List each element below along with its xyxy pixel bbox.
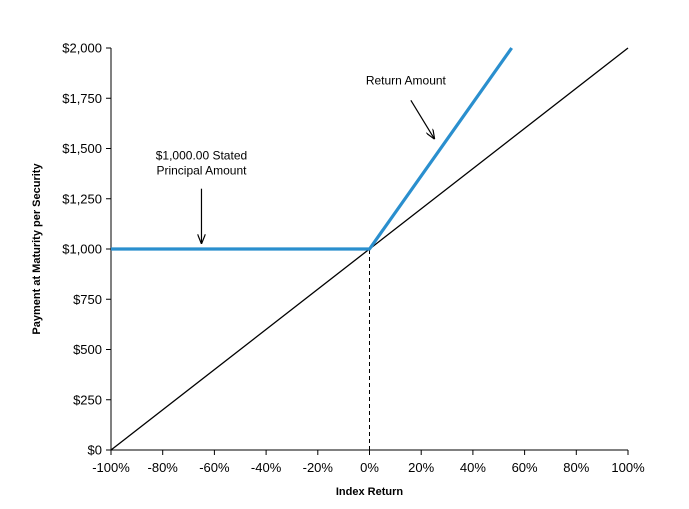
y-tick-label: $250 <box>73 392 102 407</box>
y-tick-label: $2,000 <box>62 41 102 56</box>
y-tick-label: $1,500 <box>62 141 102 156</box>
x-tick-label: -20% <box>303 460 334 475</box>
payment-series-line <box>111 47 513 251</box>
series-layer <box>110 47 629 451</box>
y-axis-title: Payment at Maturity per Security <box>31 163 43 335</box>
principal-annotation-label: $1,000.00 Stated <box>156 149 247 163</box>
x-tick-label: -40% <box>251 460 282 475</box>
y-tick-label: $0 <box>88 443 102 458</box>
x-axis-ticks: -100% -80% -60% -40% -20% 0% 20% 40% 60% 80% 100% <box>92 450 645 475</box>
x-tick-label: -60% <box>199 460 230 475</box>
y-axis-ticks: $0 $250 $500 $750 $1,000 $1,250 $1,500 $1,750 $2… <box>62 41 111 458</box>
x-tick-label: 100% <box>611 460 645 475</box>
y-tick-label: $1,750 <box>62 91 102 106</box>
x-tick-label: 20% <box>408 460 434 475</box>
x-tick-label: 0% <box>360 460 379 475</box>
x-axis-title: Index Return <box>336 486 404 498</box>
x-tick-label: 60% <box>512 460 538 475</box>
x-tick-label: -80% <box>148 460 179 475</box>
x-tick-label: 80% <box>563 460 589 475</box>
y-tick-label: $500 <box>73 342 102 357</box>
return-annotation-arrow <box>410 99 434 138</box>
x-tick-label: -100% <box>92 460 130 475</box>
return-annotation-label: Return Amount <box>366 73 447 87</box>
y-tick-label: $1,000 <box>62 242 102 257</box>
y-tick-label: $1,250 <box>62 191 102 206</box>
x-tick-label: 40% <box>460 460 486 475</box>
y-tick-label: $750 <box>73 292 102 307</box>
principal-annotation-label: Principal Amount <box>156 164 247 178</box>
